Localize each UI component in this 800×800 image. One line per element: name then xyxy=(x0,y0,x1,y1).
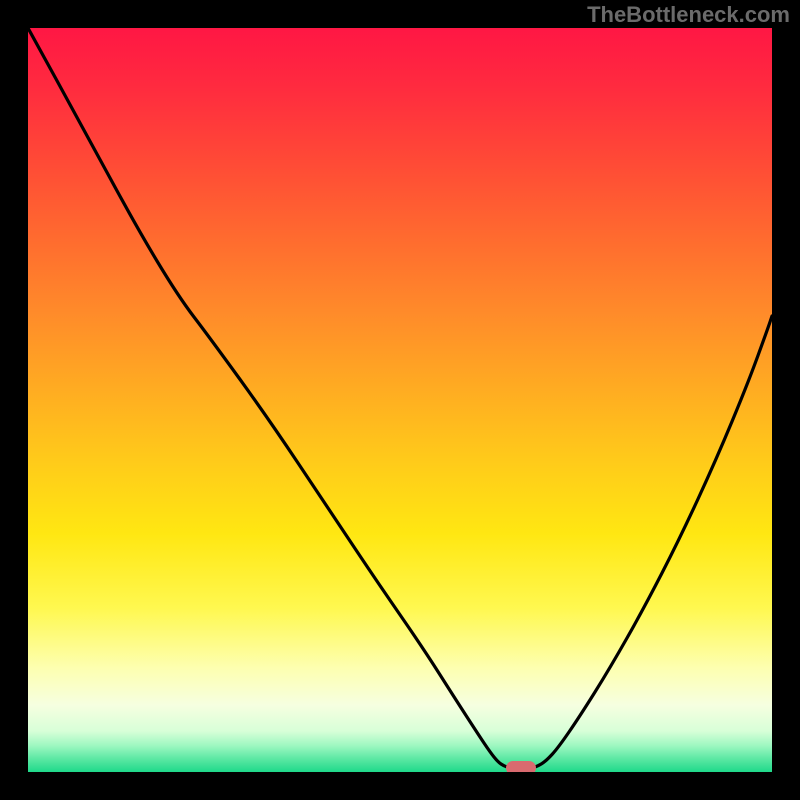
optimal-marker xyxy=(506,761,536,772)
plot-area xyxy=(28,28,772,772)
bottleneck-chart-svg xyxy=(28,28,772,772)
chart-background xyxy=(28,28,772,772)
watermark-text: TheBottleneck.com xyxy=(587,2,790,28)
chart-frame: TheBottleneck.com xyxy=(0,0,800,800)
